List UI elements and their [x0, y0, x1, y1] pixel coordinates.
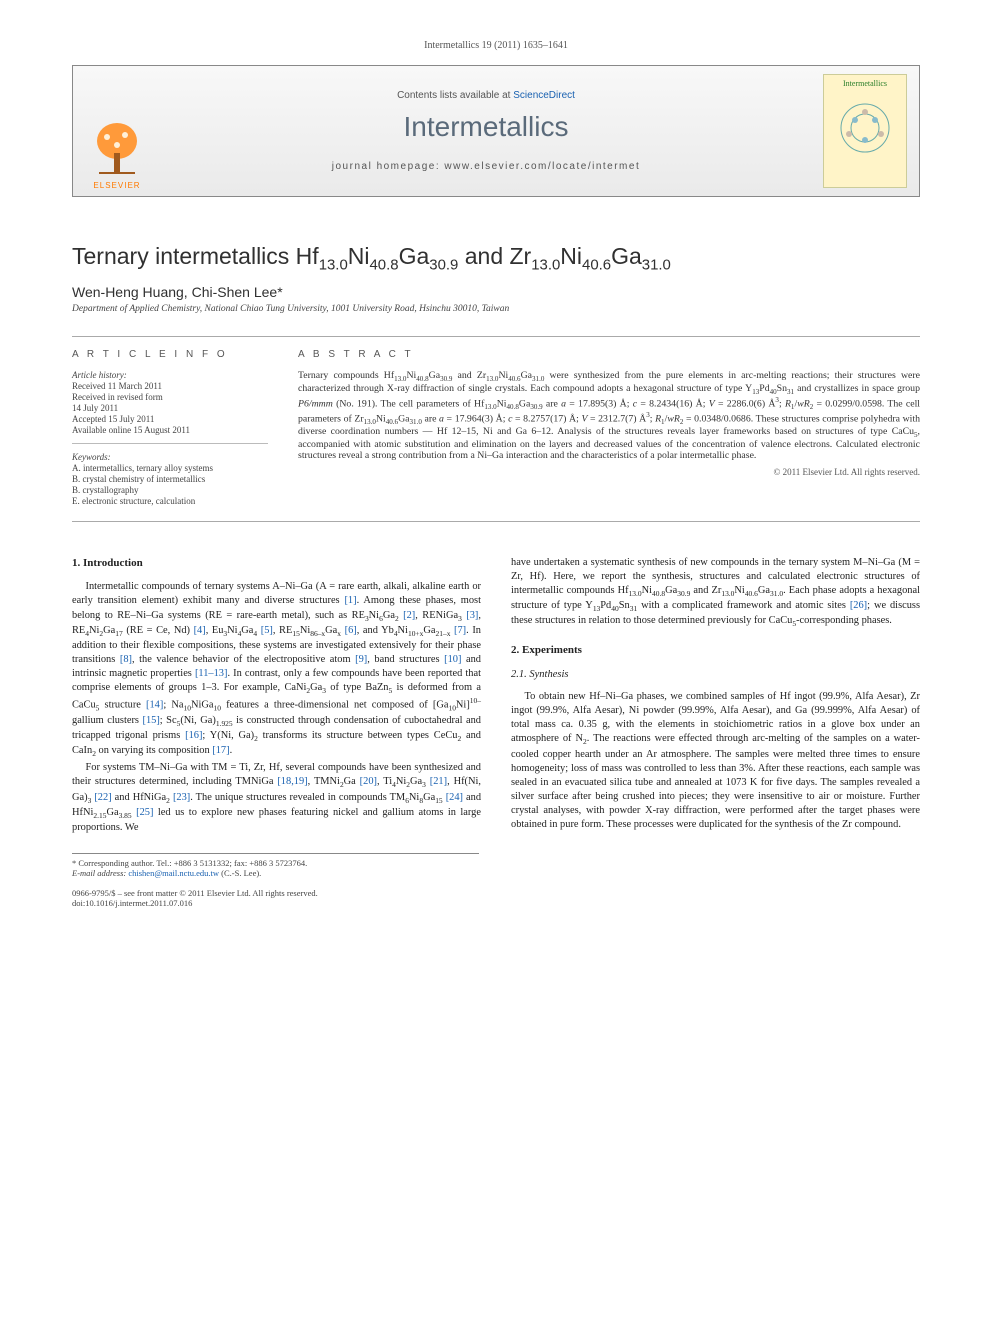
- elsevier-tree-icon: [89, 119, 145, 179]
- homepage-url[interactable]: www.elsevier.com/locate/intermet: [444, 161, 640, 172]
- corresponding-author-footnote: * Corresponding author. Tel.: +886 3 513…: [72, 853, 479, 878]
- history-line: Received 11 March 2011: [72, 381, 268, 391]
- history-line: 14 July 2011: [72, 403, 268, 413]
- email-label: E-mail address:: [72, 868, 128, 878]
- abstract-text: Ternary compounds Hf13.0Ni40.8Ga30.9 and…: [298, 370, 920, 461]
- publisher-name: ELSEVIER: [93, 181, 140, 190]
- history-line: Available online 15 August 2011: [72, 425, 268, 435]
- cover-art-icon: [835, 98, 895, 158]
- keyword: E. electronic structure, calculation: [72, 496, 268, 506]
- body-columns: 1. Introduction Intermetallic compounds …: [72, 556, 920, 836]
- contents-prefix: Contents lists available at: [397, 90, 513, 101]
- doi-line: doi:10.1016/j.intermet.2011.07.016: [72, 898, 920, 908]
- cover-title: Intermetallics: [843, 79, 887, 88]
- history-line: Accepted 15 July 2011: [72, 414, 268, 424]
- section-2-1-head: 2.1. Synthesis: [511, 668, 920, 682]
- running-head: Intermetallics 19 (2011) 1635–1641: [72, 40, 920, 51]
- abstract-head: A B S T R A C T: [298, 349, 920, 360]
- journal-cover-thumb: Intermetallics: [823, 74, 907, 188]
- journal-homepage: journal homepage: www.elsevier.com/locat…: [332, 161, 640, 172]
- history-line: Received in revised form: [72, 392, 268, 402]
- homepage-label: journal homepage:: [332, 161, 445, 172]
- history-head: Article history:: [72, 370, 268, 380]
- authors: Wen-Heng Huang, Chi-Shen Lee*: [72, 284, 920, 300]
- email-suffix: (C.-S. Lee).: [219, 868, 261, 878]
- section-1-para-2: For systems TM–Ni–Ga with TM = Ti, Zr, H…: [72, 761, 481, 835]
- contents-lists-line: Contents lists available at ScienceDirec…: [397, 90, 575, 101]
- publisher-logo-block: ELSEVIER: [73, 66, 161, 196]
- affiliation: Department of Applied Chemistry, Nationa…: [72, 304, 920, 314]
- corr-email-link[interactable]: chishen@mail.nctu.edu.tw: [128, 868, 219, 878]
- article-info-head: A R T I C L E I N F O: [72, 349, 268, 360]
- abstract-copyright: © 2011 Elsevier Ltd. All rights reserved…: [298, 467, 920, 477]
- article-info-block: A R T I C L E I N F O Article history: R…: [72, 349, 268, 507]
- elsevier-logo: ELSEVIER: [82, 100, 152, 190]
- section-2-1-para-1: To obtain new Hf–Ni–Ga phases, we combin…: [511, 690, 920, 832]
- abstract-block: A B S T R A C T Ternary compounds Hf13.0…: [298, 349, 920, 507]
- section-2-head: 2. Experiments: [511, 643, 920, 658]
- article-title: Ternary intermetallics Hf13.0Ni40.8Ga30.…: [72, 243, 920, 274]
- sciencedirect-link[interactable]: ScienceDirect: [513, 90, 575, 101]
- keyword: B. crystallography: [72, 485, 268, 495]
- section-1-para-3: have undertaken a systematic synthesis o…: [511, 556, 920, 630]
- section-1-para-1: Intermetallic compounds of ternary syste…: [72, 580, 481, 759]
- keyword: A. intermetallics, ternary alloy systems: [72, 463, 268, 473]
- keyword: B. crystal chemistry of intermetallics: [72, 474, 268, 484]
- section-1-head: 1. Introduction: [72, 556, 481, 571]
- journal-name: Intermetallics: [404, 111, 569, 143]
- corr-author-line: * Corresponding author. Tel.: +886 3 513…: [72, 858, 479, 868]
- keywords-head: Keywords:: [72, 452, 268, 462]
- journal-banner: ELSEVIER Contents lists available at Sci…: [72, 65, 920, 197]
- issn-line: 0966-9795/$ – see front matter © 2011 El…: [72, 888, 920, 898]
